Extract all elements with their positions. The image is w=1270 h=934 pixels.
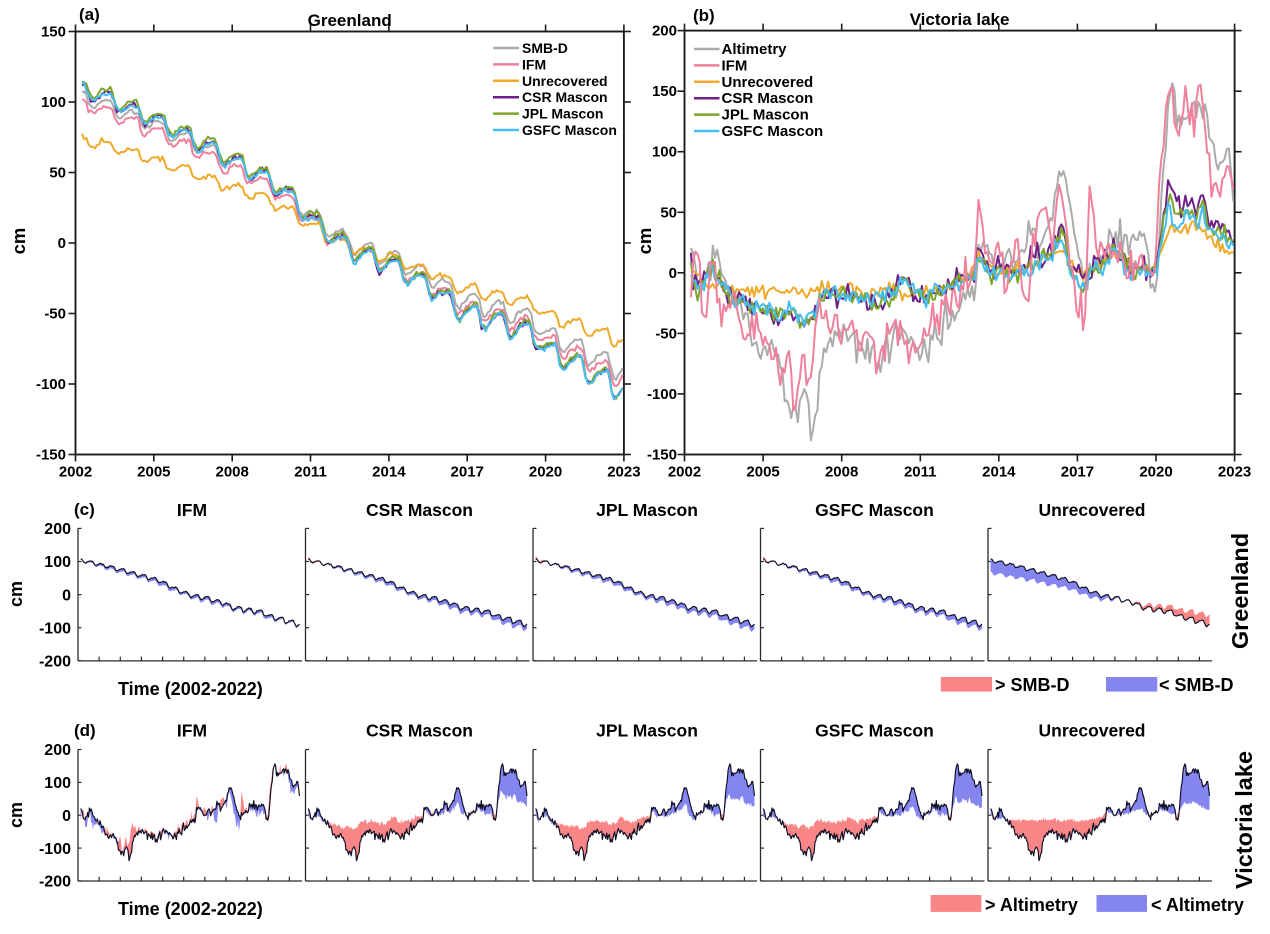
svg-text:Greenland: Greenland <box>308 11 392 30</box>
svg-text:-150: -150 <box>36 447 66 464</box>
svg-text:2020: 2020 <box>1139 464 1172 481</box>
svg-text:2011: 2011 <box>904 464 937 481</box>
svg-text:-200: -200 <box>39 874 71 891</box>
svg-text:100: 100 <box>44 775 71 792</box>
svg-text:50: 50 <box>660 204 677 221</box>
svg-text:SMB-D: SMB-D <box>522 40 568 56</box>
svg-text:Unrecovered: Unrecovered <box>722 74 814 91</box>
svg-text:2017: 2017 <box>1061 464 1094 481</box>
svg-text:50: 50 <box>49 165 66 182</box>
svg-text:Unrecovered: Unrecovered <box>1039 721 1146 741</box>
svg-text:IFM: IFM <box>177 721 207 741</box>
svg-text:2005: 2005 <box>137 464 170 481</box>
svg-text:100: 100 <box>652 144 677 161</box>
svg-text:CSR Mascon: CSR Mascon <box>366 721 473 741</box>
svg-text:2014: 2014 <box>372 464 406 481</box>
svg-text:< Altimetry: < Altimetry <box>1151 895 1244 915</box>
svg-text:100: 100 <box>41 94 66 111</box>
svg-text:cm: cm <box>8 228 29 255</box>
svg-text:> SMB-D: > SMB-D <box>995 675 1070 695</box>
svg-text:JPL Mascon: JPL Mascon <box>522 106 603 122</box>
svg-text:-100: -100 <box>39 841 71 858</box>
svg-text:200: 200 <box>44 742 71 759</box>
svg-text:0: 0 <box>62 808 71 825</box>
svg-text:CSR Mascon: CSR Mascon <box>522 89 608 105</box>
svg-text:0: 0 <box>669 265 677 282</box>
svg-text:Unrecovered: Unrecovered <box>522 73 608 89</box>
svg-text:GSFC Mascon: GSFC Mascon <box>815 500 934 520</box>
svg-text:cm: cm <box>634 228 655 255</box>
svg-text:IFM: IFM <box>177 500 207 520</box>
svg-text:(c): (c) <box>74 500 95 519</box>
svg-text:-100: -100 <box>36 376 66 393</box>
svg-text:GSFC Mascon: GSFC Mascon <box>722 123 824 140</box>
svg-text:2008: 2008 <box>825 464 858 481</box>
svg-text:JPL Mascon: JPL Mascon <box>596 721 698 741</box>
svg-text:IFM: IFM <box>522 56 546 72</box>
svg-text:< SMB-D: < SMB-D <box>1159 675 1234 695</box>
svg-text:0: 0 <box>62 587 71 604</box>
svg-text:2017: 2017 <box>451 464 484 481</box>
svg-text:cm: cm <box>6 581 26 607</box>
svg-text:2005: 2005 <box>746 464 779 481</box>
svg-text:Unrecovered: Unrecovered <box>1039 500 1146 520</box>
svg-text:JPL Mascon: JPL Mascon <box>722 107 809 124</box>
svg-text:100: 100 <box>44 554 71 571</box>
svg-text:-50: -50 <box>655 325 677 342</box>
svg-text:Time (2002-2022): Time (2002-2022) <box>118 679 263 699</box>
svg-text:Time (2002-2022): Time (2002-2022) <box>118 899 263 919</box>
svg-text:150: 150 <box>41 24 66 41</box>
svg-text:0: 0 <box>58 235 66 252</box>
svg-text:-200: -200 <box>39 654 71 671</box>
svg-text:GSFC Mascon: GSFC Mascon <box>815 721 934 741</box>
svg-text:200: 200 <box>44 521 71 538</box>
svg-text:GSFC Mascon: GSFC Mascon <box>522 122 617 138</box>
svg-text:> Altimetry: > Altimetry <box>985 895 1078 915</box>
svg-text:Victoria lake: Victoria lake <box>910 10 1010 29</box>
svg-text:Altimetry: Altimetry <box>722 41 788 58</box>
svg-text:cm: cm <box>6 802 26 828</box>
svg-text:(b): (b) <box>693 6 715 25</box>
svg-text:-100: -100 <box>647 386 677 403</box>
svg-text:Victoria lake: Victoria lake <box>1231 751 1257 889</box>
svg-text:CSR Mascon: CSR Mascon <box>722 90 814 107</box>
svg-text:Greenland: Greenland <box>1227 533 1253 649</box>
svg-text:2014: 2014 <box>982 464 1016 481</box>
svg-text:2023: 2023 <box>1218 464 1251 481</box>
svg-text:2002: 2002 <box>59 464 92 481</box>
svg-text:150: 150 <box>652 83 677 100</box>
svg-text:2002: 2002 <box>668 464 701 481</box>
svg-text:-50: -50 <box>44 306 66 323</box>
svg-text:-100: -100 <box>39 620 71 637</box>
svg-text:200: 200 <box>652 23 677 40</box>
svg-text:-150: -150 <box>647 447 677 464</box>
svg-text:2023: 2023 <box>607 464 640 481</box>
svg-text:IFM: IFM <box>722 57 748 74</box>
svg-text:(d): (d) <box>74 721 96 740</box>
svg-text:(a): (a) <box>79 5 100 24</box>
svg-text:2011: 2011 <box>294 464 327 481</box>
svg-text:2020: 2020 <box>529 464 562 481</box>
svg-text:2008: 2008 <box>215 464 248 481</box>
svg-text:CSR Mascon: CSR Mascon <box>366 500 473 520</box>
svg-text:JPL Mascon: JPL Mascon <box>596 500 698 520</box>
